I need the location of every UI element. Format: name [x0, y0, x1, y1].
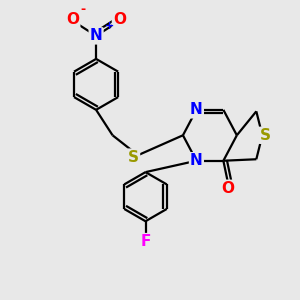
Text: S: S — [260, 128, 271, 143]
Text: O: O — [221, 181, 234, 196]
Text: O: O — [66, 13, 79, 28]
Text: S: S — [128, 150, 139, 165]
Text: N: N — [190, 102, 203, 117]
Text: N: N — [90, 28, 103, 44]
Text: -: - — [80, 3, 86, 16]
Text: F: F — [140, 234, 151, 249]
Text: N: N — [190, 153, 203, 168]
Text: +: + — [104, 21, 114, 31]
Text: O: O — [113, 13, 126, 28]
